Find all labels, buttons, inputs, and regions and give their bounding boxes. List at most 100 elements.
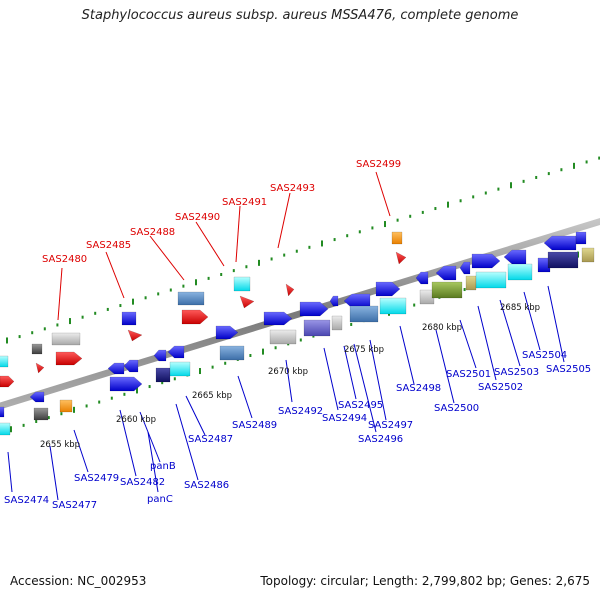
gene-feature <box>547 251 579 269</box>
leader-line <box>195 221 225 267</box>
gene-label: SAS2495 <box>338 400 383 411</box>
ruler-label: 2670 kbp <box>268 367 308 377</box>
gene-label: SAS2504 <box>522 350 567 361</box>
tick-mark <box>157 292 160 296</box>
tick-mark <box>308 245 311 249</box>
tick-mark <box>434 207 437 211</box>
gene-feature <box>507 263 533 281</box>
tick-mark <box>270 257 273 261</box>
tick-mark <box>73 406 75 413</box>
gene-label: SAS2498 <box>396 383 441 394</box>
leader-line <box>185 395 206 436</box>
gene-feature <box>475 271 507 289</box>
gene-feature <box>435 265 457 281</box>
tick-mark <box>98 400 101 404</box>
accession-text: Accession: NC_002953 <box>10 574 147 588</box>
ruler-label: 2660 kbp <box>116 415 156 425</box>
tick-mark <box>182 284 185 288</box>
tick-mark <box>358 230 361 234</box>
gene-labels: SAS2480SAS2485SAS2488SAS2490SAS2491SAS24… <box>4 159 591 511</box>
gene-label: SAS2489 <box>232 420 277 431</box>
leader-line <box>139 411 161 463</box>
tick-mark <box>148 385 151 389</box>
leader-line <box>285 359 293 403</box>
tick-mark <box>123 392 126 396</box>
gene-feature <box>415 271 429 285</box>
leader-line <box>523 291 541 351</box>
gene-feature <box>181 309 209 325</box>
tick-mark <box>199 368 201 375</box>
tick-mark <box>69 318 71 325</box>
tick-mark <box>22 423 25 427</box>
tick-mark <box>31 331 34 335</box>
tick-mark <box>56 323 59 327</box>
gene-feature <box>59 399 73 413</box>
gene-feature <box>465 275 477 291</box>
tick-mark <box>447 201 449 208</box>
tick-mark <box>18 335 21 339</box>
tick-mark <box>119 304 122 308</box>
gene-feature <box>459 261 471 275</box>
gene-feature <box>471 253 501 269</box>
gene-label: SAS2503 <box>494 367 539 378</box>
gene-feature <box>299 301 329 317</box>
leader-line <box>235 205 241 263</box>
tick-mark <box>396 218 399 222</box>
gene-label: SAS2500 <box>434 403 479 414</box>
ruler-label: 2675 kbp <box>344 345 384 355</box>
tick-mark <box>522 179 525 183</box>
leader-line <box>459 319 477 369</box>
ruler-label: 2665 kbp <box>192 391 232 401</box>
gene-feature <box>233 276 251 292</box>
gene-label: SAS2493 <box>270 183 315 194</box>
gene-feature <box>0 422 11 436</box>
tick-mark <box>110 396 113 400</box>
gene-label: SAS2505 <box>546 364 591 375</box>
leader-line <box>375 171 391 217</box>
gene-feature <box>153 349 167 362</box>
tick-mark <box>547 172 550 176</box>
ruler-label: 2685 kbp <box>500 303 540 313</box>
gene-feature <box>331 315 343 331</box>
gene-feature <box>285 283 295 297</box>
tick-mark <box>274 346 277 350</box>
tick-mark <box>232 269 235 273</box>
tick-mark <box>459 199 462 203</box>
gene-label: SAS2502 <box>478 382 523 393</box>
tick-mark <box>35 419 38 423</box>
leader-line <box>277 192 291 249</box>
tick-mark <box>43 327 46 331</box>
tick-mark <box>321 240 323 247</box>
leader-line <box>105 251 125 299</box>
gene-label: SAS2490 <box>175 212 220 223</box>
tick-mark <box>598 156 600 160</box>
tick-mark <box>169 288 172 292</box>
leader-line <box>147 431 159 493</box>
gene-label: SAS2487 <box>188 434 233 445</box>
leader-line <box>343 345 357 400</box>
gene-feature <box>55 351 83 366</box>
tick-mark <box>245 265 248 269</box>
tick-mark <box>312 334 315 338</box>
gene-label: SAS2497 <box>368 420 413 431</box>
tick-mark <box>144 296 147 300</box>
tick-mark <box>413 303 416 307</box>
gene-feature <box>0 355 9 368</box>
gene-feature <box>269 329 297 345</box>
tick-mark <box>585 160 588 164</box>
tick-mark <box>211 365 214 369</box>
leader-line <box>73 429 89 473</box>
tick-mark <box>249 354 252 358</box>
tick-mark <box>173 377 176 381</box>
tick-mark <box>132 298 134 305</box>
tick-mark <box>207 276 210 280</box>
tick-mark <box>85 404 88 408</box>
gene-feature <box>177 291 205 306</box>
label-leader-lines <box>7 171 565 501</box>
gene-label: SAS2477 <box>52 500 97 511</box>
tick-mark <box>333 238 336 242</box>
gene-feature <box>127 329 143 342</box>
tick-mark <box>346 234 349 238</box>
gene-label: SAS2496 <box>358 434 403 445</box>
gene-label: SAS2474 <box>4 495 49 506</box>
